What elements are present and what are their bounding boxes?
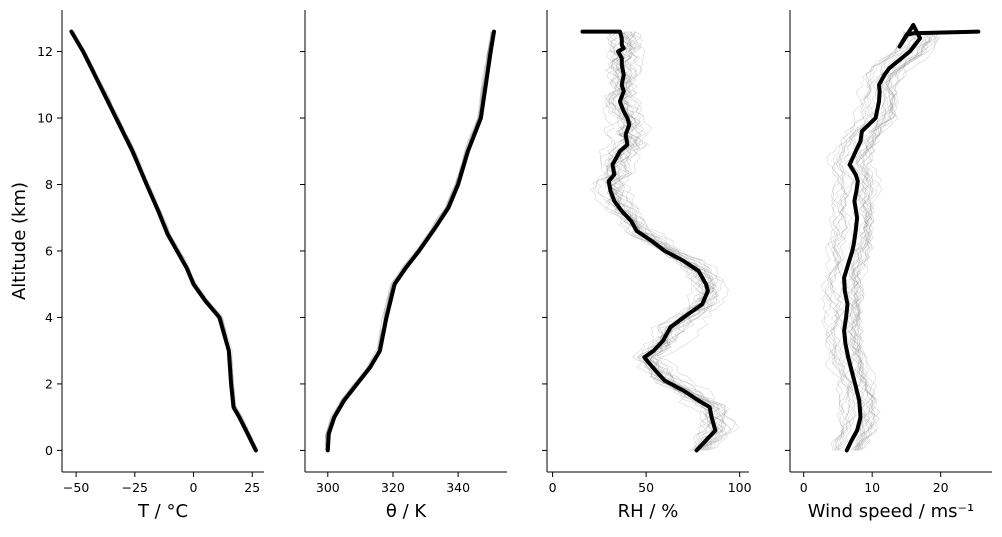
ensemble-profile-line xyxy=(71,31,257,451)
ensemble-profile-line xyxy=(70,31,257,451)
ensemble-profile-line xyxy=(844,31,931,451)
ensemble-profile-line xyxy=(851,31,916,451)
ensemble-profile-line xyxy=(607,31,719,451)
x-tick-label: 340 xyxy=(446,480,470,495)
mean-profile-line xyxy=(580,29,718,453)
ensemble-profile-line xyxy=(73,31,258,451)
ensemble-profile-line xyxy=(848,31,924,451)
x-tick-label: 100 xyxy=(728,480,752,495)
ensemble-profile-line xyxy=(614,31,723,451)
ensemble-profile-line xyxy=(71,31,258,451)
ensemble-profile-line xyxy=(825,31,905,451)
ensemble-profile-line xyxy=(71,31,258,451)
ensemble-profile-line xyxy=(848,31,935,451)
ensemble-profile-line xyxy=(72,31,258,451)
x-tick-label: 25 xyxy=(244,480,260,495)
x-axis-label: Wind speed / ms⁻¹ xyxy=(808,501,974,522)
x-tick-label: 300 xyxy=(316,480,340,495)
y-tick-label: 6 xyxy=(45,243,53,258)
ensemble-profile-line xyxy=(846,31,934,451)
ensemble-profile-line xyxy=(605,31,716,451)
ensemble-profile-line xyxy=(845,31,932,451)
ensemble-profile-line xyxy=(843,31,941,451)
x-tick-label: 10 xyxy=(864,480,880,495)
ensemble-profile-line xyxy=(603,31,732,451)
mean-profile-line xyxy=(325,29,496,453)
ensemble-profile-line xyxy=(823,31,910,451)
ensemble-profile-line xyxy=(72,31,257,451)
ensemble-profile-line xyxy=(844,31,927,451)
ensemble-profile-line xyxy=(824,31,908,451)
x-tick-label: 0 xyxy=(190,480,198,495)
y-tick-label: 0 xyxy=(45,443,53,458)
ensemble-profile-line xyxy=(70,31,257,451)
ensemble-profiles xyxy=(589,31,739,451)
ensemble-profile-line xyxy=(72,31,258,451)
y-tick-label: 10 xyxy=(37,111,53,126)
x-axis-label: θ / K xyxy=(386,501,428,522)
y-tick-label: 12 xyxy=(37,44,53,59)
ensemble-profile-line xyxy=(608,31,730,451)
x-tick-label: −50 xyxy=(63,480,89,495)
ensemble-profile-line xyxy=(70,31,258,451)
ensemble-profile-line xyxy=(845,31,938,451)
x-tick-label: −25 xyxy=(122,480,148,495)
ensemble-profile-line xyxy=(604,31,725,451)
ensemble-profile-line xyxy=(72,31,257,451)
panel-3: 0 50 100 RH / % xyxy=(542,10,752,522)
ensemble-profile-line xyxy=(824,31,907,451)
x-tick-label: 320 xyxy=(381,480,405,495)
x-tick-label: 20 xyxy=(933,480,949,495)
x-tick-label: 0 xyxy=(549,480,557,495)
ensemble-profile-line xyxy=(73,31,258,451)
ensemble-profile-line xyxy=(830,31,918,451)
ensemble-profile-line xyxy=(821,31,908,451)
x-tick-label: 50 xyxy=(638,480,654,495)
y-tick-label: 4 xyxy=(45,310,53,325)
ensemble-profile-line xyxy=(601,31,711,451)
ensemble-profile-line xyxy=(824,31,909,451)
ensemble-profile-line xyxy=(72,31,258,451)
y-tick-label: 8 xyxy=(45,177,53,192)
ensemble-profile-line xyxy=(603,31,725,451)
ensemble-profiles xyxy=(324,31,496,451)
panel-1: −50 −25 0 25 0 2 4 6 8 10 12 T / °C Altitude (km) xyxy=(9,10,264,522)
mean-profile-line xyxy=(842,23,981,453)
panel-2: 300 320 340 θ / K xyxy=(300,10,507,522)
ensemble-profile-line xyxy=(72,31,257,451)
ensemble-profile-line xyxy=(844,31,937,451)
y-tick-label: 2 xyxy=(45,376,53,391)
panel-4: 0 10 20 Wind speed / ms⁻¹ xyxy=(785,10,992,522)
x-axis-label: T / °C xyxy=(137,501,188,522)
ensemble-profile-line xyxy=(71,31,257,451)
ensemble-profile-line xyxy=(843,31,931,451)
ensemble-profile-line xyxy=(616,31,725,451)
ensemble-profile-line xyxy=(595,31,725,451)
ensemble-profile-line xyxy=(72,31,257,451)
mean-profile-line xyxy=(69,29,258,453)
ensemble-profile-line xyxy=(605,31,721,451)
ensemble-profile-line xyxy=(72,31,258,451)
ensemble-profile-line xyxy=(850,31,929,451)
x-axis-label: RH / % xyxy=(618,501,679,522)
y-axis-label: Altitude (km) xyxy=(9,182,30,300)
ensemble-profile-line xyxy=(848,31,931,451)
x-tick-label: 0 xyxy=(800,480,808,495)
ensemble-profile-line xyxy=(592,31,721,451)
ensemble-profile-line xyxy=(72,31,257,451)
ensemble-profile-line xyxy=(617,31,727,451)
ensemble-profile-line xyxy=(848,31,929,451)
